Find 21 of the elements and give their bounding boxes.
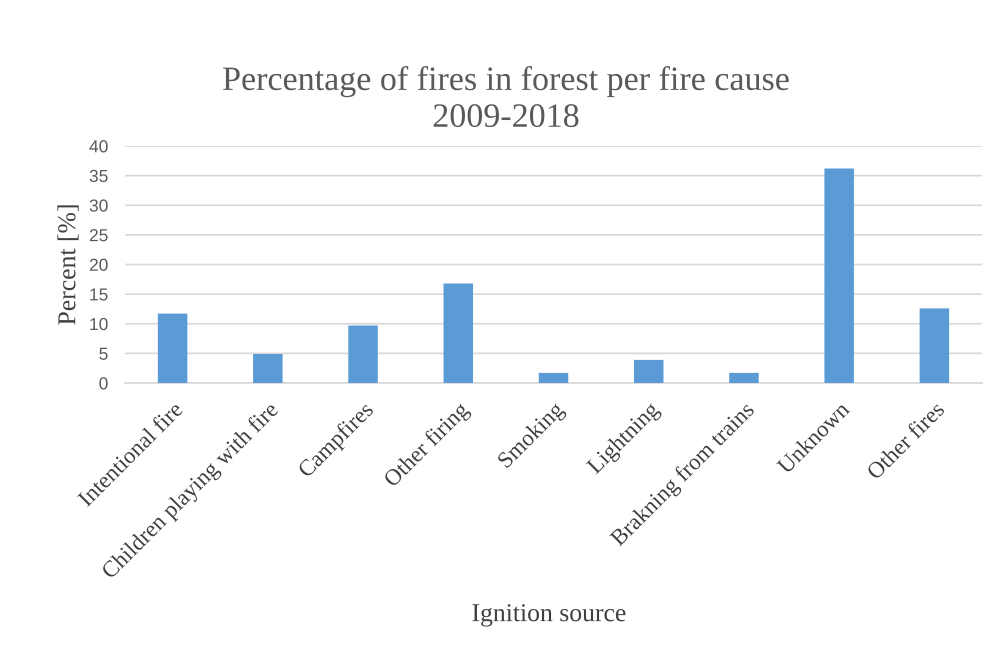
y-tick-label: 0 <box>99 377 108 390</box>
bar <box>824 168 854 383</box>
bar <box>253 354 283 383</box>
bar <box>348 326 378 383</box>
bar <box>538 372 568 383</box>
bar <box>729 372 759 383</box>
bar <box>634 360 664 383</box>
y-tick-label: 15 <box>90 288 108 301</box>
y-tick-label: 5 <box>99 348 108 360</box>
y-tick-label: 30 <box>90 199 108 212</box>
bar <box>158 314 188 383</box>
bar <box>444 283 474 383</box>
bar <box>920 308 950 383</box>
x-axis-title: Ignition source <box>472 604 626 627</box>
chart-title: Percentage of fires in forest per fire cause 2009-2018 <box>223 66 789 128</box>
y-tick-label: 25 <box>90 229 108 242</box>
y-tick-label: 40 <box>89 140 108 152</box>
y-tick-label: 10 <box>90 318 108 330</box>
y-tick-label: 20 <box>90 258 108 271</box>
y-axis-title: Percent [%] <box>57 205 79 325</box>
y-tick-label: 35 <box>90 170 108 182</box>
